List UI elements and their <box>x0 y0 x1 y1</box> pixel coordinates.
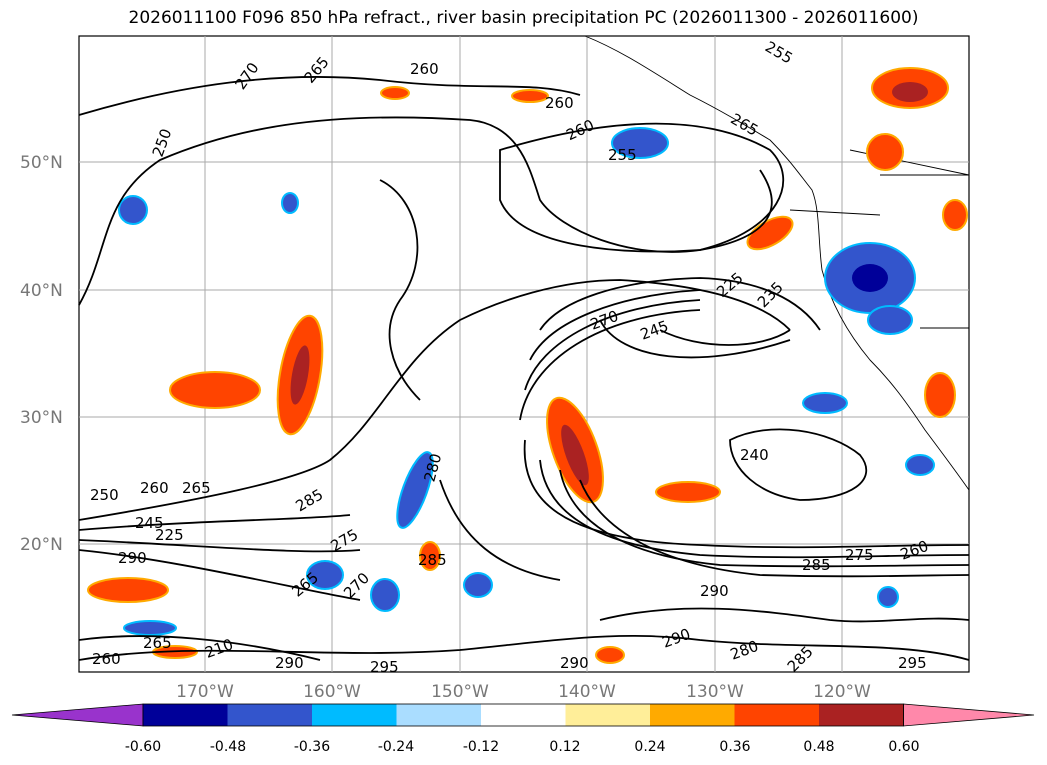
lon-label: 150°W <box>431 682 489 702</box>
colorbar-tick-label: 0.12 <box>549 739 580 755</box>
contour-label: 290 <box>560 654 589 672</box>
lat-label: 40°N <box>20 281 63 301</box>
contour-label: 260 <box>545 94 574 112</box>
chart-title: 2026011100 F096 850 hPa refract., river … <box>128 8 919 28</box>
colorbar-segment <box>312 704 397 726</box>
contour-label: 265 <box>182 479 211 497</box>
gridlines <box>79 36 969 672</box>
contour-label: 285 <box>418 551 447 569</box>
contour-label: 290 <box>118 549 147 567</box>
colorbar-tick-label: -0.12 <box>463 739 499 755</box>
colorbar-segment <box>396 704 482 726</box>
contour-label: 275 <box>845 546 874 564</box>
lon-label: 160°W <box>303 682 361 702</box>
contour-label: 225 <box>155 526 184 544</box>
lon-label: 170°W <box>176 682 234 702</box>
colorbar-tick-label: 0.48 <box>803 739 834 755</box>
contour-label: 260 <box>410 60 439 78</box>
colorbar-tick-label: -0.24 <box>378 739 414 755</box>
colorbar-tick-label: -0.36 <box>294 739 330 755</box>
colorbar-extension-low <box>11 703 144 727</box>
contour-label: 250 <box>90 486 119 504</box>
colorbar-segment <box>734 704 820 726</box>
colorbar-segment <box>650 704 735 726</box>
contour-label: 240 <box>740 446 769 464</box>
negative-anomaly-patches <box>118 127 935 636</box>
contour-label: 290 <box>700 582 729 600</box>
colorbar-ticks: -0.60 -0.48 -0.36 -0.24 -0.12 0.12 0.24 … <box>125 739 920 755</box>
refractivity-contours <box>78 76 970 661</box>
colorbar-segment <box>227 704 313 726</box>
colorbar-tick-label: -0.60 <box>125 739 161 755</box>
lon-label: 130°W <box>686 682 744 702</box>
longitude-labels: 170°W 160°W 150°W 140°W 130°W 120°W <box>176 682 871 702</box>
colorbar <box>11 703 1035 727</box>
latitude-labels: 50°N 40°N 30°N 20°N <box>20 153 63 555</box>
colorbar-segment <box>481 704 566 726</box>
lat-label: 30°N <box>20 408 63 428</box>
colorbar-segment <box>819 704 904 726</box>
colorbar-segment <box>565 704 651 726</box>
colorbar-tick-label: 0.60 <box>888 739 919 755</box>
lat-label: 50°N <box>20 153 63 173</box>
coastline <box>584 35 970 491</box>
contour-label: 260 <box>140 479 169 497</box>
contour-label: 245 <box>135 514 164 532</box>
colorbar-tick-label: 0.36 <box>719 739 750 755</box>
contour-label: 290 <box>275 654 304 672</box>
positive-anomaly-patches <box>87 67 968 664</box>
contour-label: 285 <box>802 556 831 574</box>
contour-label: 260 <box>92 650 121 668</box>
contour-label: 295 <box>370 658 399 676</box>
contour-label: 295 <box>898 654 927 672</box>
colorbar-extension-high <box>903 703 1035 727</box>
colorbar-tick-label: -0.48 <box>210 739 246 755</box>
colorbar-segment <box>143 704 228 726</box>
lon-label: 140°W <box>558 682 616 702</box>
contour-label: 265 <box>143 634 172 652</box>
colorbar-tick-label: 0.24 <box>634 739 665 755</box>
lat-label: 20°N <box>20 535 63 555</box>
colorbar-frame <box>142 703 904 727</box>
lon-label: 120°W <box>813 682 871 702</box>
contour-label: 255 <box>608 146 637 164</box>
